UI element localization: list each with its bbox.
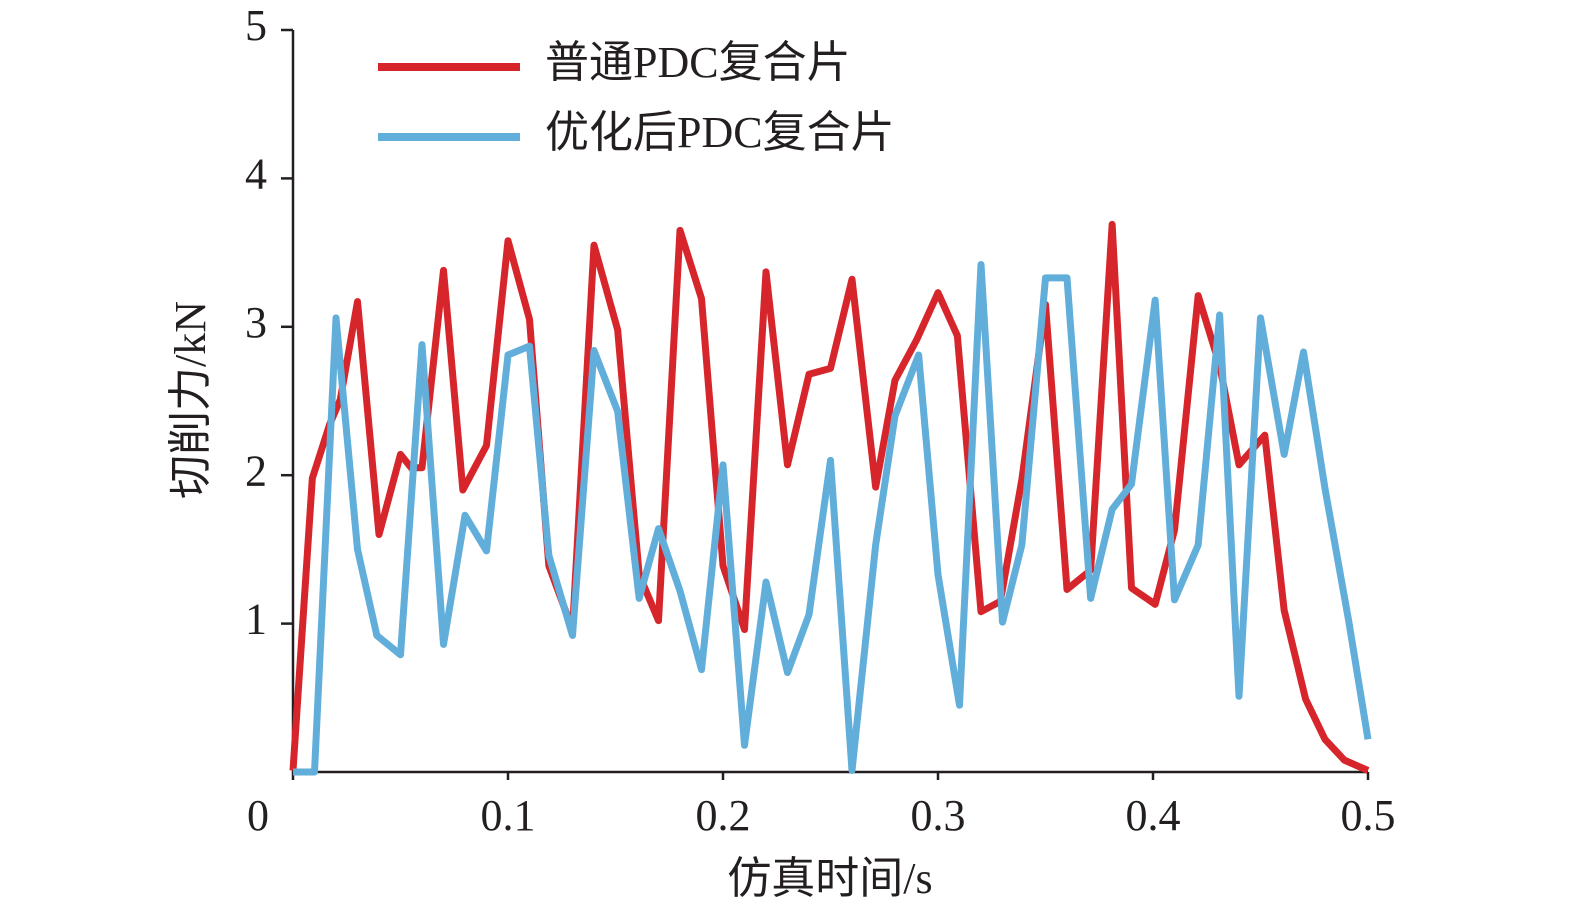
x-tick-label: 0.3	[911, 791, 966, 840]
y-tick-label: 4	[245, 149, 267, 198]
data-line	[289, 220, 1370, 774]
y-axis-label: 切削力/kN	[166, 301, 215, 499]
y-tick-label: 5	[245, 1, 267, 50]
legend-label: 优化后PDC复合片	[545, 108, 895, 157]
data-line	[293, 260, 1372, 776]
y-tick-label: 2	[245, 446, 267, 495]
x-tick-label: 0.5	[1341, 791, 1396, 840]
x-axis-label: 仿真时间/s	[727, 854, 932, 903]
x-tick-label: 0.4	[1126, 791, 1181, 840]
legend-label: 普通PDC复合片	[545, 38, 851, 87]
x-tick-label: 0	[247, 791, 269, 840]
y-tick-label: 3	[245, 298, 267, 347]
y-tick-label: 1	[245, 595, 267, 644]
x-tick-label: 0.1	[481, 791, 536, 840]
x-tick-label: 0.2	[696, 791, 751, 840]
